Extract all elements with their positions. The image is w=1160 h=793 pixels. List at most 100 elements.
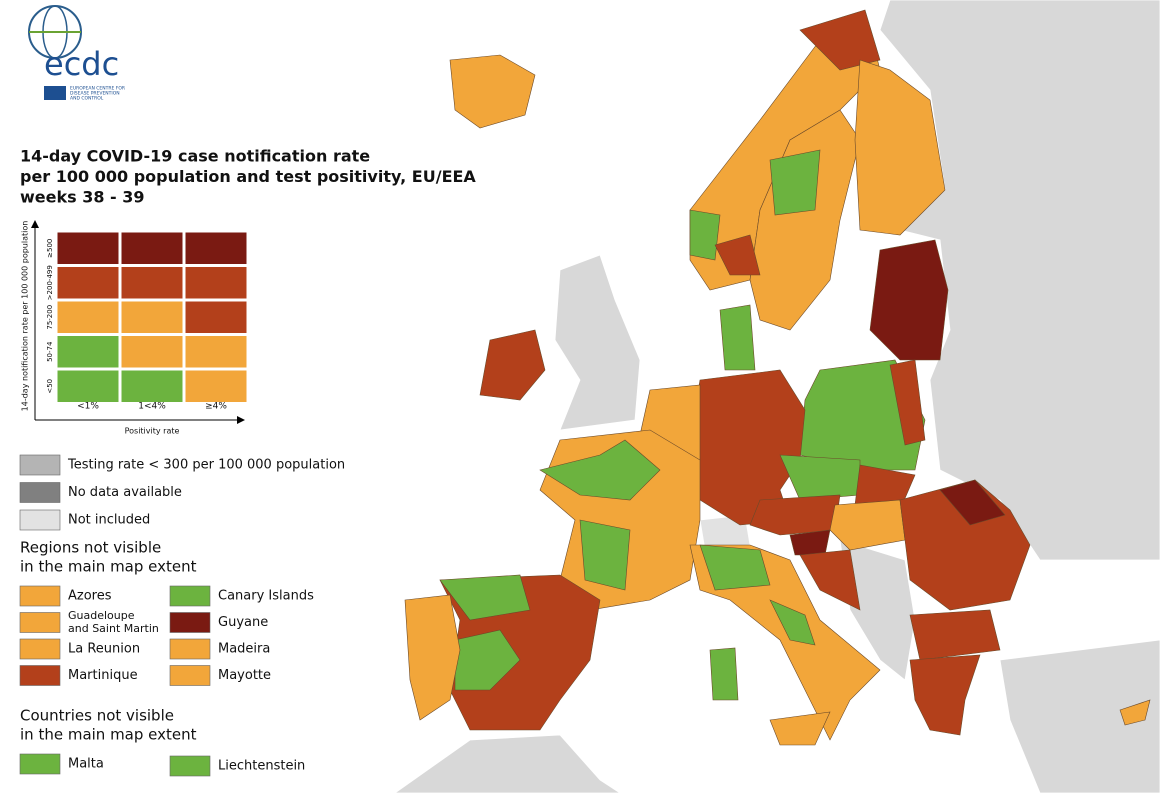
legend-heading: in the main map extent <box>20 726 197 744</box>
legend-label: Martinique <box>68 668 138 683</box>
logo-flag <box>44 86 66 100</box>
map-france-west <box>579 519 631 591</box>
matrix-x-arrow <box>237 416 245 424</box>
map-spain-north <box>439 574 531 621</box>
matrix-cell <box>56 266 120 300</box>
legend-heading: Countries not visible <box>20 707 174 725</box>
legend-swatch <box>169 755 211 777</box>
legend-swatch <box>19 585 61 607</box>
logo-tagline-line: DISEASE PREVENTION <box>70 91 120 97</box>
legend-swatch <box>19 612 61 633</box>
logo-tagline-line: AND CONTROL <box>70 96 104 102</box>
legend-label: No data available <box>68 485 182 500</box>
map-iceland <box>449 54 536 129</box>
matrix-cell <box>184 231 248 265</box>
matrix-column-label: <1% <box>77 402 99 412</box>
title-line: weeks 38 - 39 <box>20 188 145 207</box>
matrix-column-label: ≥4% <box>205 402 227 412</box>
matrix-cell <box>184 300 248 334</box>
legend-heading: in the main map extent <box>20 558 197 576</box>
map-czechia <box>779 454 861 501</box>
matrix-cell <box>120 266 184 300</box>
map-romania-north <box>939 479 1006 526</box>
legend-label: Not included <box>68 513 150 528</box>
matrix-cell <box>120 231 184 265</box>
legend: Testing rate < 300 per 100 000 populatio… <box>19 454 345 777</box>
matrix-row-label: <50 <box>46 379 54 394</box>
legend-label: and Saint Martin <box>68 622 159 635</box>
map-baltics <box>869 239 949 361</box>
logo-acronym: ecdc <box>44 45 119 83</box>
matrix-cell <box>120 369 184 403</box>
legend-label: Canary Islands <box>218 589 314 604</box>
legend-label: La Reunion <box>68 642 140 657</box>
matrix-cell <box>184 266 248 300</box>
matrix-row-label: >200-499 <box>46 265 54 300</box>
map-norway-west <box>689 209 721 261</box>
logo-tagline-line: EUROPEAN CENTRE FOR <box>70 86 125 92</box>
title-line: 14-day COVID-19 case notification rate <box>20 147 370 166</box>
map-sweden <box>749 109 861 331</box>
matrix-row-label: ≥500 <box>46 239 54 258</box>
map-portugal <box>404 594 461 721</box>
map-bulgaria <box>909 609 1001 661</box>
matrix-cell <box>56 231 120 265</box>
map-countries <box>404 9 1151 746</box>
matrix-y-label: 14-day notification rate per 100 000 pop… <box>21 221 30 412</box>
map-poland-east <box>889 359 926 446</box>
legend-swatch <box>169 638 211 660</box>
legend-swatch <box>19 482 61 503</box>
map-turkey <box>999 639 1160 793</box>
matrix-cell <box>184 335 248 369</box>
map-background <box>394 0 1160 793</box>
legend-swatch <box>19 638 61 660</box>
map-sweden-region <box>769 149 821 216</box>
matrix-legend: ≥500 >200-499 75-200 50-74 <50 <1% 1<4% ≥4% 14-d… <box>21 220 248 436</box>
matrix-cell <box>56 335 120 369</box>
logo: ecdc <box>28 5 119 100</box>
legend-label: Azores <box>68 589 112 604</box>
map-balkans <box>839 539 916 681</box>
map-ireland <box>479 329 546 401</box>
matrix-cell <box>56 300 120 334</box>
legend-label: Testing rate < 300 per 100 000 populatio… <box>67 458 345 473</box>
matrix-row-label: 75-200 <box>46 305 54 330</box>
map-greece <box>909 654 981 736</box>
legend-label: Madeira <box>218 642 270 657</box>
legend-label: Liechtenstein <box>218 759 305 774</box>
map-sicily <box>769 711 831 746</box>
legend-label: Mayotte <box>218 668 271 683</box>
legend-heading: Regions not visible <box>20 539 161 557</box>
map-italy-north <box>699 544 771 591</box>
map-sardinia <box>709 647 739 701</box>
map-oslo <box>714 234 761 276</box>
map-denmark <box>719 304 756 371</box>
matrix-row-label: 50-74 <box>46 341 54 362</box>
map-norway-north <box>799 9 881 71</box>
legend-swatch <box>19 753 61 775</box>
matrix-cell <box>120 335 184 369</box>
matrix-x-label: Positivity rate <box>125 427 180 436</box>
map-italy-central <box>769 599 816 646</box>
map-italy <box>689 544 881 741</box>
matrix-cell <box>120 300 184 334</box>
legend-label: Guyane <box>218 615 268 630</box>
map-france-north <box>539 439 661 501</box>
title-line: per 100 000 population and test positivi… <box>20 167 476 186</box>
matrix-column-label: 1<4% <box>138 402 166 412</box>
map-austria <box>749 494 841 536</box>
matrix-y-arrow <box>31 220 39 228</box>
legend-label: Guadeloupe <box>68 609 135 622</box>
matrix-cell <box>184 369 248 403</box>
legend-swatch <box>169 665 211 686</box>
legend-swatch <box>19 665 61 686</box>
map-africa <box>394 734 621 793</box>
matrix-cell <box>56 369 120 403</box>
map-croatia <box>799 549 861 611</box>
map-cyprus <box>1119 699 1151 726</box>
legend-label: Malta <box>68 757 104 772</box>
map-finland <box>854 59 946 236</box>
legend-swatch <box>19 509 61 531</box>
